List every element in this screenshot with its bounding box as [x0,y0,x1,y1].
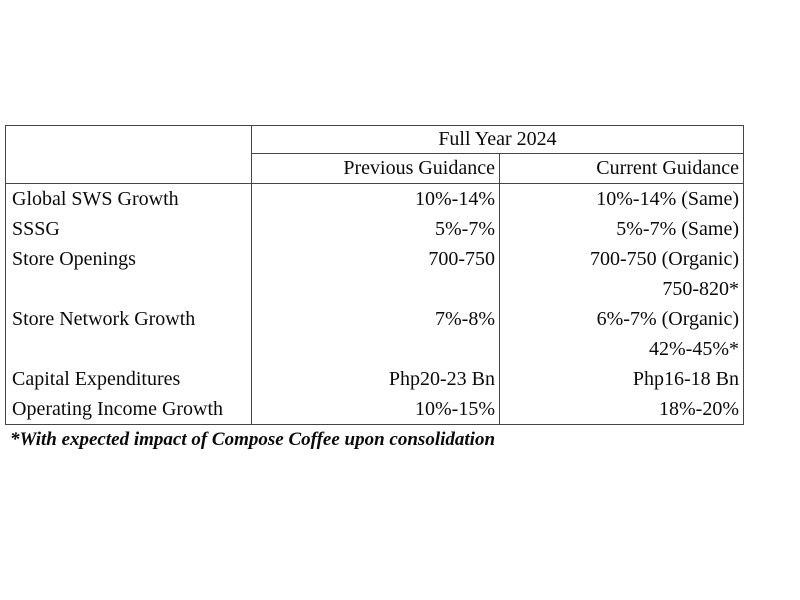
cell-current: 42%-45%* [649,338,739,360]
row-label: Operating Income Growth [6,394,252,424]
row-label: SSSG [6,214,252,244]
table-row-store-openings-continued: 750-820* [6,274,743,304]
cell-current: 6%-7% (Organic) [596,308,739,330]
row-label [6,334,252,364]
row-label [6,274,252,304]
table-row-capital-expenditures: Capital Expenditures Php20-23 Bn Php16-1… [6,364,743,394]
column-header-previous-guidance: Previous Guidance [252,154,500,183]
table-row-operating-income-growth: Operating Income Growth 10%-15% 18%-20% [6,394,743,424]
corner-cell [6,126,252,154]
guidance-table: Full Year 2024 Previous Guidance Current… [5,125,744,425]
table-header-row-columns: Previous Guidance Current Guidance [6,154,743,184]
table-header-row-top: Full Year 2024 [6,126,743,154]
footnote: *With expected impact of Compose Coffee … [10,429,496,450]
row-label: Capital Expenditures [6,364,252,394]
cell-current: 750-820* [662,278,739,300]
cell-previous: 10%-14% [252,184,500,214]
row-label: Global SWS Growth [6,184,252,214]
cell-current: 700-750 (Organic) [589,248,739,270]
cell-current: 18%-20% [659,398,739,420]
header-title: Full Year 2024 [252,126,743,154]
corner-cell-lower [6,154,252,183]
cell-previous: 7%-8% [252,304,500,334]
table-row-global-sws-growth: Global SWS Growth 10%-14% 10%-14% (Same) [6,184,743,214]
cell-previous: 5%-7% [252,214,500,244]
cell-current: 10%-14% (Same) [596,188,739,210]
table-row-store-openings: Store Openings 700-750 700-750 (Organic) [6,244,743,274]
cell-current: Php16-18 Bn [632,368,739,390]
cell-previous [252,274,500,304]
cell-current: 5%-7% (Same) [616,218,739,240]
cell-previous [252,334,500,364]
table-row-store-network-growth-continued: 42%-45%* [6,334,743,364]
row-label: Store Network Growth [6,304,252,334]
table-row-sssg: SSSG 5%-7% 5%-7% (Same) [6,214,743,244]
table-row-store-network-growth: Store Network Growth 7%-8% 6%-7% (Organi… [6,304,743,334]
row-label: Store Openings [6,244,252,274]
cell-previous: 700-750 [252,244,500,274]
cell-previous: Php20-23 Bn [252,364,500,394]
column-header-current-guidance: Current Guidance [596,157,739,179]
cell-previous: 10%-15% [252,394,500,424]
